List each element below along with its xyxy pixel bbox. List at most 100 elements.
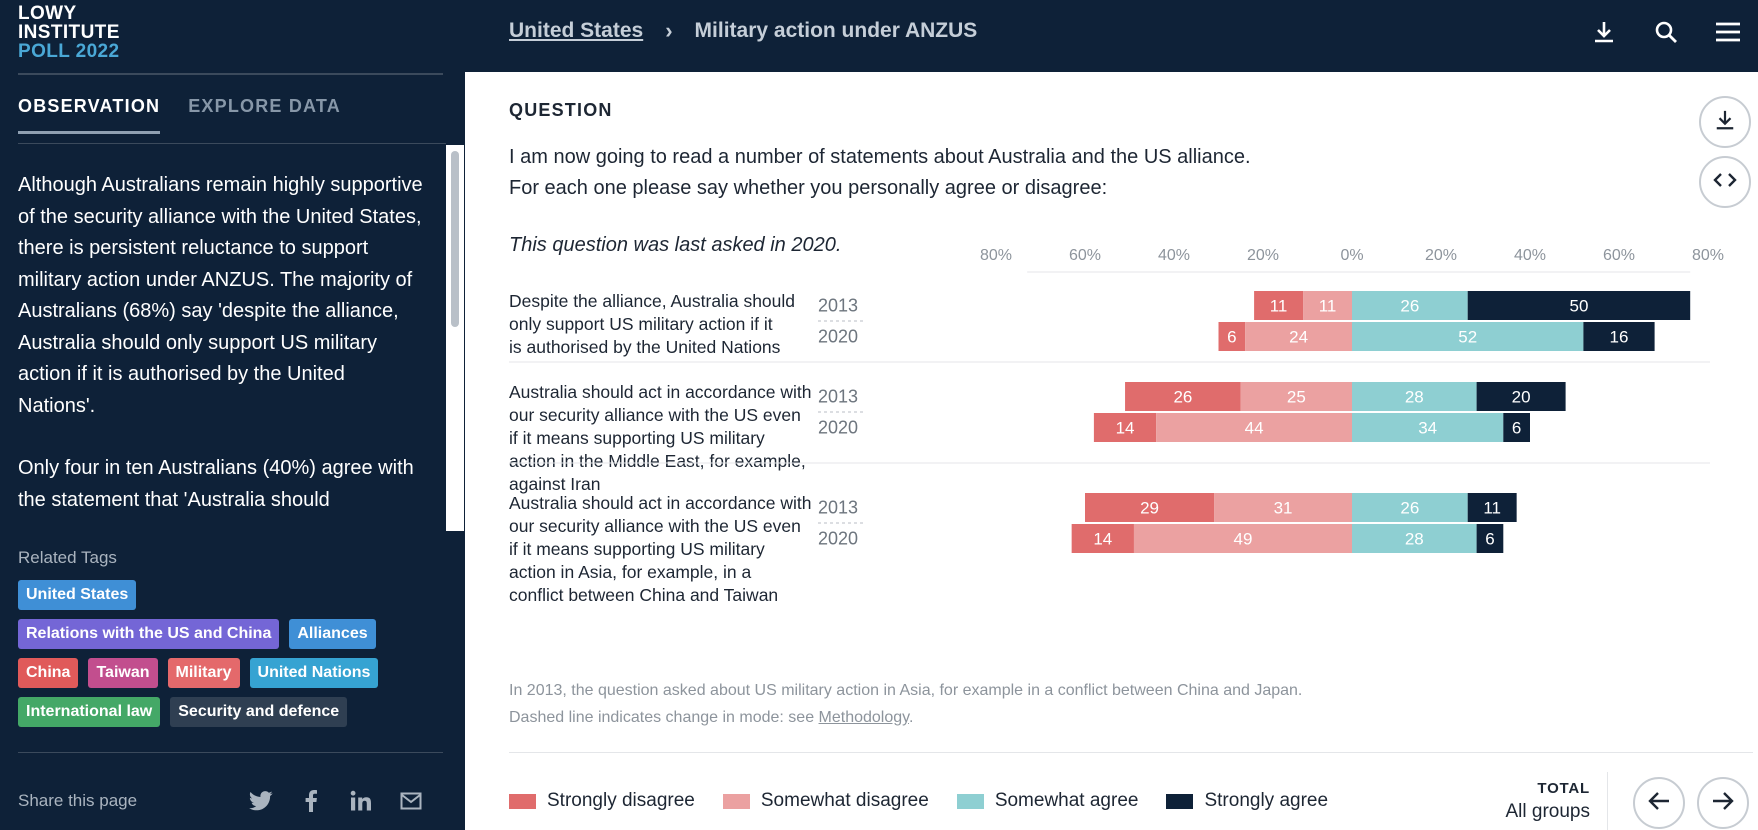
year-label: 2013 xyxy=(818,296,858,316)
bar-segment xyxy=(1476,524,1504,553)
tag-relations-with-the-us-and-china[interactable]: Relations with the US and China xyxy=(18,619,280,649)
year-label: 2020 xyxy=(818,418,858,438)
methodology-link[interactable]: Methodology xyxy=(818,709,909,726)
mail-icon[interactable] xyxy=(398,788,424,814)
bar-value-label: 52 xyxy=(1458,328,1477,347)
legend-item: Somewhat disagree xyxy=(722,790,929,812)
bar-segment xyxy=(1093,413,1157,442)
chart-embed-button[interactable] xyxy=(1699,156,1751,208)
linkedin-icon[interactable] xyxy=(348,788,374,814)
bar-segment xyxy=(1352,413,1504,442)
lowy-poll-logo[interactable]: LOWY INSTITUTE POLL 2022 xyxy=(18,4,120,61)
question-text-line: For each one please say whether you pers… xyxy=(509,177,1108,199)
total-label: TOTAL xyxy=(1537,780,1590,797)
bar-value-label: 11 xyxy=(1319,297,1337,316)
bar-value-label: 26 xyxy=(1173,388,1192,407)
statement-line: is authorised by the United Nations xyxy=(509,337,781,357)
previous-button[interactable] xyxy=(1633,777,1685,829)
question-text: I am now going to read a number of state… xyxy=(509,142,1251,204)
question-note: This question was last asked in 2020. xyxy=(509,234,842,256)
breadcrumb: United States › Military action under AN… xyxy=(509,18,977,44)
facebook-icon[interactable] xyxy=(298,788,324,814)
group-statement: Australia should act in accordance with o… xyxy=(509,493,812,605)
footnote-text: Dashed line indicates change in mode: se… xyxy=(509,709,819,726)
bar-segment xyxy=(1352,382,1477,411)
bar-segment xyxy=(1352,524,1477,553)
bar-segment xyxy=(1133,524,1352,553)
legend-label: Strongly disagree xyxy=(547,790,695,811)
tag-united-nations[interactable]: United Nations xyxy=(249,658,379,688)
legend-item: Somewhat agree xyxy=(956,790,1139,812)
tag-international-law[interactable]: International law xyxy=(18,697,161,727)
bar-segment xyxy=(1583,322,1655,351)
sidebar-divider xyxy=(18,73,443,75)
diverging-bar-chart: 80% 60% 40% 20% 0% 20% 40% 60% 80% Despite the al… xyxy=(509,247,1724,605)
menu-icon[interactable] xyxy=(1714,18,1742,46)
logo-line-2: INSTITUTE xyxy=(18,22,120,43)
bar-value-label: 31 xyxy=(1274,499,1293,518)
bar-segment xyxy=(1467,493,1517,522)
tab-observation[interactable]: OBSERVATION xyxy=(18,96,161,134)
year-label: 2013 xyxy=(818,387,858,407)
tag-alliances[interactable]: Alliances xyxy=(289,619,376,649)
bar-value-label: 28 xyxy=(1405,388,1424,407)
legend-label: Somewhat agree xyxy=(994,790,1139,811)
bar-value-label: 26 xyxy=(1400,297,1419,316)
group-selector[interactable]: TOTAL All groups xyxy=(1455,780,1591,823)
axis-tick-label: 40% xyxy=(1514,247,1546,264)
download-icon[interactable] xyxy=(1590,18,1618,46)
legend-item: Strongly disagree xyxy=(509,790,695,812)
bar-segment xyxy=(1125,382,1241,411)
top-bar: United States › Military action under AN… xyxy=(465,0,1758,72)
tag-security-and-defence[interactable]: Security and defence xyxy=(170,697,348,727)
axis-tick-label: 20% xyxy=(1425,247,1457,264)
footnote-line: In 2013, the question asked about US mil… xyxy=(509,682,1303,699)
tag-united-states[interactable]: United States xyxy=(18,580,137,610)
bar-segment xyxy=(1085,493,1215,522)
search-icon[interactable] xyxy=(1652,18,1680,46)
logo-line-3: POLL 2022 xyxy=(18,41,120,62)
breadcrumb-link[interactable]: United States xyxy=(509,19,644,42)
axis-tick-label: 80% xyxy=(980,247,1012,264)
tag-china[interactable]: China xyxy=(18,658,79,688)
legend-swatch xyxy=(956,793,984,809)
tag-taiwan[interactable]: Taiwan xyxy=(88,658,158,688)
header-icons xyxy=(1590,18,1742,46)
total-value: All groups xyxy=(1505,801,1591,822)
observation-paragraph: Although Australians remain highly suppo… xyxy=(18,174,423,417)
bar-segment xyxy=(1218,322,1246,351)
tab-explore-data[interactable]: EXPLORE DATA xyxy=(188,96,341,116)
bar-segment xyxy=(1352,493,1468,522)
chart-footnotes: In 2013, the question asked about US mil… xyxy=(509,677,1302,731)
share-divider xyxy=(18,752,443,753)
bar-segment xyxy=(1245,322,1352,351)
bar-segment xyxy=(1476,382,1566,411)
nav-divider xyxy=(1607,772,1608,830)
group-statement: Despite the alliance, Australia should on… xyxy=(509,291,795,357)
tag-row: Relations with the US and China Alliances xyxy=(18,619,438,649)
bar-value-label: 26 xyxy=(1400,499,1419,518)
next-button[interactable] xyxy=(1697,777,1749,829)
statement-line: only support US military action if it xyxy=(509,314,773,334)
legend-swatch xyxy=(1166,793,1194,809)
embed-code-icon xyxy=(1713,171,1737,194)
bar-segment xyxy=(1352,291,1468,320)
bar-value-label: 16 xyxy=(1610,328,1629,347)
year-label: 2020 xyxy=(818,529,858,549)
axis-tick-label: 60% xyxy=(1069,247,1101,264)
bar-value-label: 6 xyxy=(1485,530,1494,549)
main-panel: QUESTION I am now going to read a number… xyxy=(465,72,1758,830)
sidebar: LOWY INSTITUTE POLL 2022 OBSERVATION EXP… xyxy=(0,0,465,830)
statement-line: if it means supporting US military xyxy=(509,428,765,448)
legend-label: Strongly agree xyxy=(1204,790,1329,811)
twitter-icon[interactable] xyxy=(248,788,274,814)
chart-download-button[interactable] xyxy=(1699,96,1751,148)
bar-value-label: 14 xyxy=(1093,530,1112,549)
bar-segment xyxy=(1503,413,1530,442)
axis-tick-label: 60% xyxy=(1603,247,1635,264)
year-label: 2013 xyxy=(818,498,858,518)
tag-military[interactable]: Military xyxy=(167,658,240,688)
chart-legend: Strongly disagree Somewhat disagree Somewh… xyxy=(509,790,1328,812)
observation-scrollbar[interactable] xyxy=(446,145,464,531)
scrollbar-thumb[interactable] xyxy=(451,151,459,327)
